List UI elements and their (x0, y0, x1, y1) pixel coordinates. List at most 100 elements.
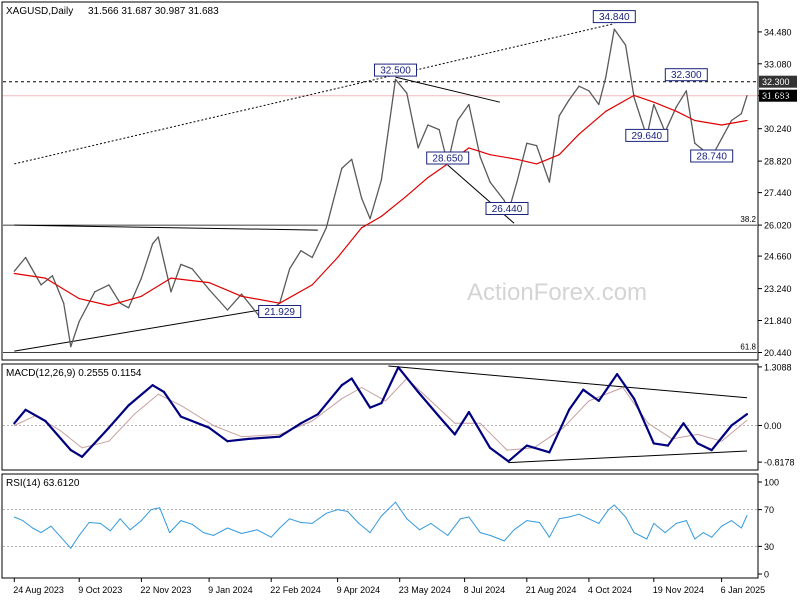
price-line-segment (191, 268, 210, 291)
price-line-segment (740, 95, 748, 115)
price-annotation-label: 29.640 (632, 131, 663, 142)
macd-line-segment (380, 366, 400, 405)
rsi-line-segment (22, 520, 34, 529)
rsi-line-segment (32, 527, 42, 534)
price-line-segment (624, 44, 635, 99)
rsi-line-segment (212, 527, 228, 536)
y-tick-label: 30 (764, 542, 774, 552)
price-line-segment (456, 103, 470, 122)
rsi-line-segment (289, 518, 302, 523)
macd-signal-segment (59, 429, 83, 449)
price-annotation-label: 32.300 (671, 70, 702, 81)
y-tick-label: 30.240 (764, 124, 792, 134)
x-tick-label: 22 Nov 2023 (140, 585, 191, 595)
macd-line-segment (710, 424, 733, 452)
price-annotation-label: 34.840 (599, 12, 630, 23)
rsi-plot (3, 501, 757, 549)
price-annotation-box (258, 305, 302, 318)
trendline (14, 23, 615, 165)
rsi-line-segment (675, 520, 687, 524)
macd-line-segment (208, 426, 229, 443)
macd-line-segment (162, 390, 182, 418)
rsi-line-segment (447, 518, 461, 536)
macd-line-segment (350, 377, 372, 409)
macd-line-segment (69, 449, 84, 458)
macd-signal-segment (311, 398, 343, 422)
price-line-segment (94, 284, 110, 293)
rsi-line-segment (513, 520, 528, 531)
x-tick-label: 19 Nov 2024 (653, 585, 704, 595)
macd-line-segment (397, 366, 420, 393)
rsi-line-segment (526, 520, 540, 523)
moving-average-segment (170, 277, 210, 284)
rsi-line-segment (721, 520, 732, 527)
y-tick-label: 100 (764, 478, 779, 488)
price-line-segment (180, 263, 193, 270)
price-line-segment (516, 142, 528, 183)
rsi-line-segment (150, 507, 161, 511)
price-line-segment (468, 103, 481, 158)
watermark: ActionForex.com (467, 279, 647, 306)
macd-line-segment (226, 437, 250, 443)
moving-average-segment (78, 298, 110, 307)
rsi-line-segment (140, 509, 152, 522)
macd-line-segment (548, 408, 571, 454)
price-line-segment (427, 124, 440, 131)
price-line-segment (13, 256, 27, 272)
x-tick-label: 9 Apr 2024 (337, 585, 381, 595)
y-tick-label: 20.440 (764, 348, 792, 358)
rsi-line-segment (406, 518, 420, 531)
price-line-segment (40, 275, 54, 286)
macd-signal-segment (506, 447, 535, 451)
price-line-segment (288, 250, 302, 270)
rsi-line-segment (380, 501, 396, 517)
fibonacci-label: 38.2 (740, 215, 756, 224)
rsi-line-segment (369, 515, 382, 534)
macd-trendline (508, 450, 748, 464)
rsi-line-segment (459, 516, 470, 520)
macd-signal-segment (241, 433, 281, 438)
macd-signal-segment (385, 378, 408, 402)
rsi-line-segment (548, 518, 560, 538)
rsi-panel-frame (1, 473, 759, 579)
macd-line-segment (567, 388, 585, 411)
rsi-line-segment (119, 518, 131, 531)
price-line-segment (351, 158, 363, 199)
macd-line-segment (453, 411, 470, 436)
macd-line-segment (582, 388, 600, 402)
macd-signal-segment (721, 419, 748, 442)
macd-line-segment (507, 444, 528, 463)
moving-average-segment (380, 195, 408, 217)
price-line-segment (70, 320, 80, 348)
macd-line-segment (615, 373, 636, 400)
rsi-line-segment (625, 516, 635, 534)
price-annotation-box (374, 63, 417, 77)
rsi-line-segment (702, 532, 713, 538)
rsi-line-segment (40, 525, 52, 534)
rsi-line-segment (99, 522, 111, 532)
macd-line-segment (438, 415, 456, 436)
moving-average-segment (406, 177, 429, 197)
rsi-line-segment (241, 529, 258, 534)
chart-ohlc: 31.566 31.687 30.987 31.683 (88, 6, 219, 17)
price-line-segment (311, 227, 327, 259)
price-line-segment (108, 284, 121, 304)
rsi-line-segment (664, 522, 677, 534)
rsi-line-segment (203, 532, 214, 536)
macd-line-segment (340, 377, 353, 387)
macd-signal-segment (13, 415, 36, 426)
macd-signal-segment (81, 440, 110, 449)
trendline (14, 224, 318, 231)
price-line-segment (394, 78, 408, 94)
price-line-segment (605, 28, 615, 78)
fibonacci-label: 61.8 (740, 343, 756, 352)
x-tick-label: 9 Oct 2023 (78, 585, 122, 595)
macd-trendline (388, 365, 748, 399)
y-tick-label: -0.8178 (764, 458, 795, 468)
rsi-line-segment (325, 509, 339, 514)
macd-line-segment (467, 411, 492, 449)
price-line-segment (568, 85, 580, 101)
price-line-segment (151, 236, 159, 245)
x-tick-label: 23 May 2024 (399, 585, 451, 595)
price-annotation-label: 32.500 (380, 66, 411, 77)
